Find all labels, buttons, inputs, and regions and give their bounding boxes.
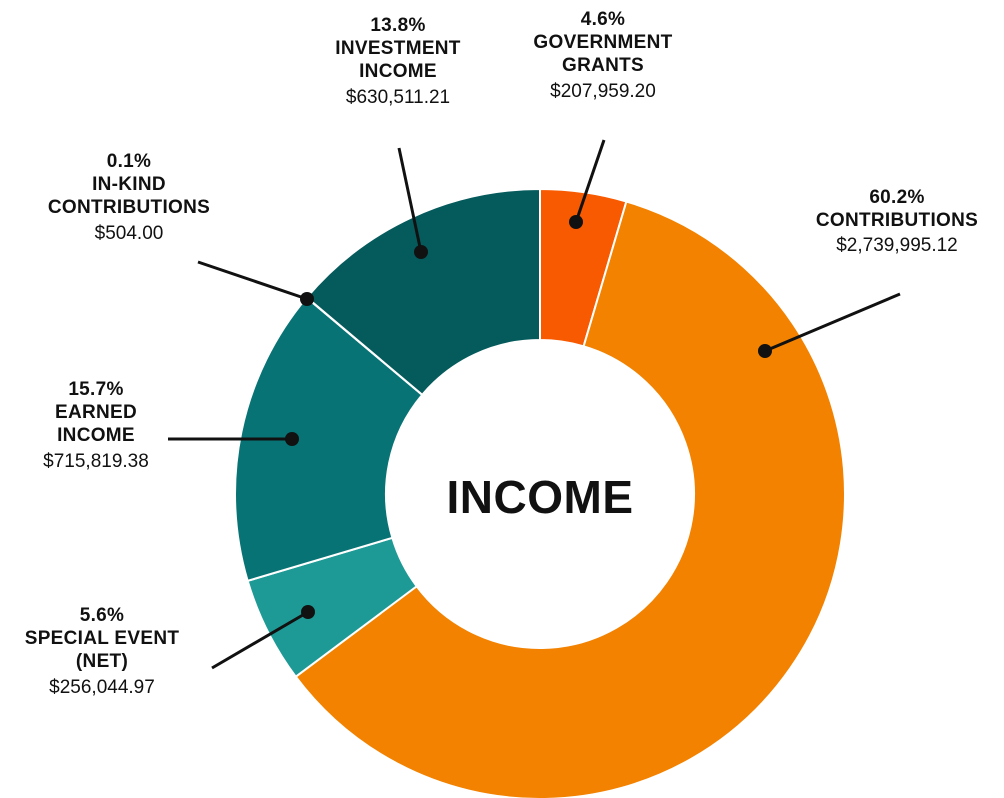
- slice-earned-income: [234, 296, 424, 583]
- leader-line-special-event: [211, 610, 309, 670]
- label-name: EARNED INCOME: [54, 402, 138, 447]
- label-percent: 15.7%: [68, 379, 124, 400]
- chart-title: INCOME: [446, 471, 634, 523]
- label-amount: $715,819.38: [43, 450, 149, 472]
- label-percent: 13.8%: [370, 15, 426, 36]
- label-contributions: 60.2% CONTRIBUTIONS $2,739,995.12: [792, 186, 1002, 258]
- label-investment-income: 13.8% INVESTMENT INCOME $630,511.21: [312, 14, 484, 109]
- leader-line-contributions: [764, 292, 901, 353]
- leader-lines: [168, 139, 901, 670]
- label-amount: $256,044.97: [49, 676, 155, 698]
- label-in-kind: 0.1% IN-KIND CONTRIBUTIONS $504.00: [20, 150, 238, 245]
- leader-line-government-grants: [574, 139, 606, 223]
- leader-dot-investment-income: [414, 245, 428, 259]
- label-percent: 5.6%: [79, 605, 125, 626]
- slice-investment-income: [305, 187, 541, 397]
- label-percent: 0.1%: [106, 151, 152, 172]
- label-percent: 60.2%: [869, 187, 925, 208]
- leader-dot-special-event: [301, 605, 315, 619]
- leader-dot-earned-income: [285, 432, 299, 446]
- leader-line-investment-income: [397, 147, 423, 253]
- leader-dot-contributions: [758, 344, 772, 358]
- label-name: CONTRIBUTIONS: [815, 210, 979, 232]
- label-amount: $207,959.20: [550, 80, 656, 102]
- label-amount: $504.00: [94, 222, 164, 244]
- label-name: SPECIAL EVENT (NET): [24, 628, 180, 673]
- label-government-grants: 4.6% GOVERNMENT GRANTS $207,959.20: [508, 8, 698, 103]
- label-special-event: 5.6% SPECIAL EVENT (NET) $256,044.97: [0, 604, 204, 699]
- label-percent: 4.6%: [580, 9, 626, 30]
- label-earned-income: 15.7% EARNED INCOME $715,819.38: [12, 378, 180, 473]
- label-name: INVESTMENT INCOME: [335, 38, 461, 83]
- leader-line-in-kind: [197, 260, 308, 301]
- donut-slices: [234, 187, 846, 798]
- slice-contributions: [294, 200, 846, 798]
- leader-dot-in-kind: [300, 292, 314, 306]
- leader-dot-government-grants: [569, 215, 583, 229]
- label-amount: $2,739,995.12: [836, 235, 958, 257]
- label-amount: $630,511.21: [345, 86, 451, 108]
- label-name: IN-KIND CONTRIBUTIONS: [47, 174, 211, 219]
- label-name: GOVERNMENT GRANTS: [533, 32, 673, 77]
